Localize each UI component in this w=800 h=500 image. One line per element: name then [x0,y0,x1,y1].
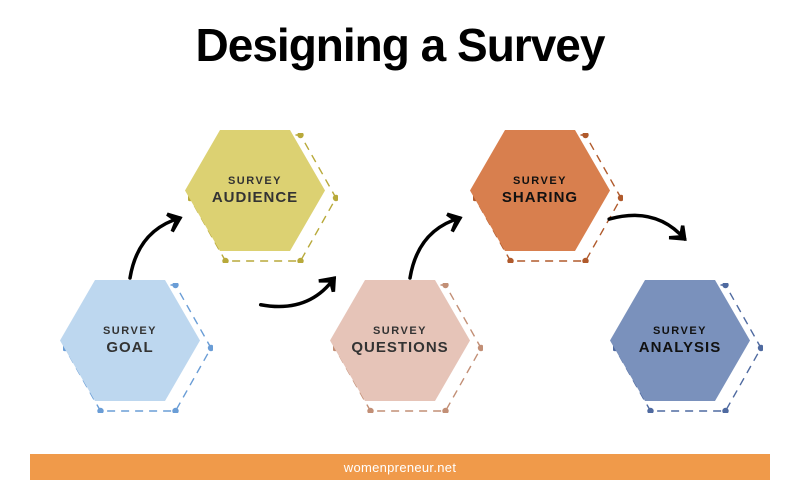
hex-step-1: SURVEY GOAL [60,280,200,401]
hex-small-label: SURVEY [513,175,567,187]
hex-body: SURVEY SHARING [470,130,610,251]
hex-big-label: ANALYSIS [639,339,721,356]
hex-step-3: SURVEY QUESTIONS [330,280,470,401]
footer-bar: womenpreneur.net [30,454,770,480]
arrow-3 [398,200,488,290]
hex-big-label: QUESTIONS [351,339,448,356]
footer-text: womenpreneur.net [344,460,456,475]
arrow-1 [118,200,208,290]
diagram-stage: SURVEYGOALSURVEYAUDIENCESURVEYQUESTIONSS… [0,0,800,500]
hex-body: SURVEY QUESTIONS [330,280,470,401]
hex-small-label: SURVEY [103,325,157,337]
hex-step-5: SURVEY ANALYSIS [610,280,750,401]
hex-big-label: AUDIENCE [212,189,298,206]
hex-big-label: GOAL [106,339,153,356]
hex-small-label: SURVEY [228,175,282,187]
hex-small-label: SURVEY [373,325,427,337]
hex-small-label: SURVEY [653,325,707,337]
hex-step-4: SURVEY SHARING [470,130,610,251]
hex-body: SURVEY ANALYSIS [610,280,750,401]
hex-big-label: SHARING [502,189,578,206]
arrow-4 [593,175,713,295]
hex-body: SURVEY GOAL [60,280,200,401]
